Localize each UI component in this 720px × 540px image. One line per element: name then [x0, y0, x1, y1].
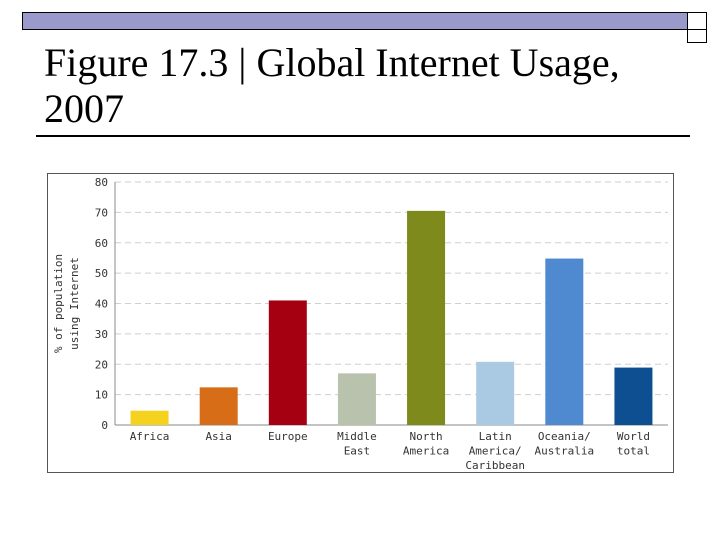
x-category-label: Australia — [535, 445, 595, 458]
x-category-label: East — [344, 445, 371, 458]
y-tick-label: 50 — [95, 267, 108, 280]
y-tick-label: 40 — [95, 298, 108, 311]
x-category-label: America/ — [469, 445, 522, 458]
x-category-label: Europe — [268, 430, 308, 443]
bars — [130, 210, 653, 425]
bar — [268, 300, 307, 425]
bar — [130, 410, 169, 425]
y-tick-labels: 0 10 20 30 40 50 60 70 80 — [95, 176, 108, 432]
bar — [337, 373, 376, 425]
x-category-label: Oceania/ — [538, 430, 591, 443]
y-tick-label: 10 — [95, 389, 108, 402]
x-category-label: Caribbean — [465, 459, 525, 472]
y-axis-label-line: % of population — [52, 254, 65, 353]
slide-title-line-2: 2007 — [44, 86, 124, 131]
x-category-label: Asia — [205, 430, 232, 443]
y-tick-label: 70 — [95, 206, 108, 219]
bar — [545, 258, 584, 425]
grid-lines — [115, 181, 668, 396]
y-tick-label: 20 — [95, 358, 108, 371]
x-category-label: Middle — [337, 430, 377, 443]
bar-chart: 0 10 20 30 40 50 60 70 80 Africa Asia Europe Middle… — [52, 176, 668, 472]
bar — [199, 387, 238, 425]
bar — [407, 210, 446, 425]
x-category-labels: Africa Asia Europe Middle East North America La… — [130, 430, 650, 472]
x-category-label: Latin — [479, 430, 512, 443]
bar — [476, 361, 515, 425]
y-tick-label: 0 — [101, 419, 108, 432]
x-category-label: Africa — [130, 430, 170, 443]
slide-accent-square-lower — [687, 29, 707, 43]
chart-frame: 0 10 20 30 40 50 60 70 80 Africa Asia Europe Middle… — [47, 173, 674, 473]
x-category-label: total — [617, 445, 650, 458]
slide-title-line-1: Figure 17.3 | Global Internet Usage, — [44, 40, 620, 85]
slide-accent-square — [687, 12, 707, 30]
y-tick-label: 80 — [95, 176, 108, 189]
x-category-label: North — [410, 430, 443, 443]
x-category-label: World — [617, 430, 650, 443]
slide-title: Figure 17.3 | Global Internet Usage, 200… — [44, 40, 684, 132]
y-tick-label: 30 — [95, 328, 108, 341]
title-underline — [36, 135, 690, 137]
y-axis-label-line: using Internet — [68, 257, 81, 350]
y-axis-label: % of population using Internet — [52, 254, 81, 353]
slide-accent-bar — [22, 12, 688, 30]
bar — [614, 367, 653, 425]
y-tick-label: 60 — [95, 237, 108, 250]
x-category-label: America — [403, 445, 449, 458]
